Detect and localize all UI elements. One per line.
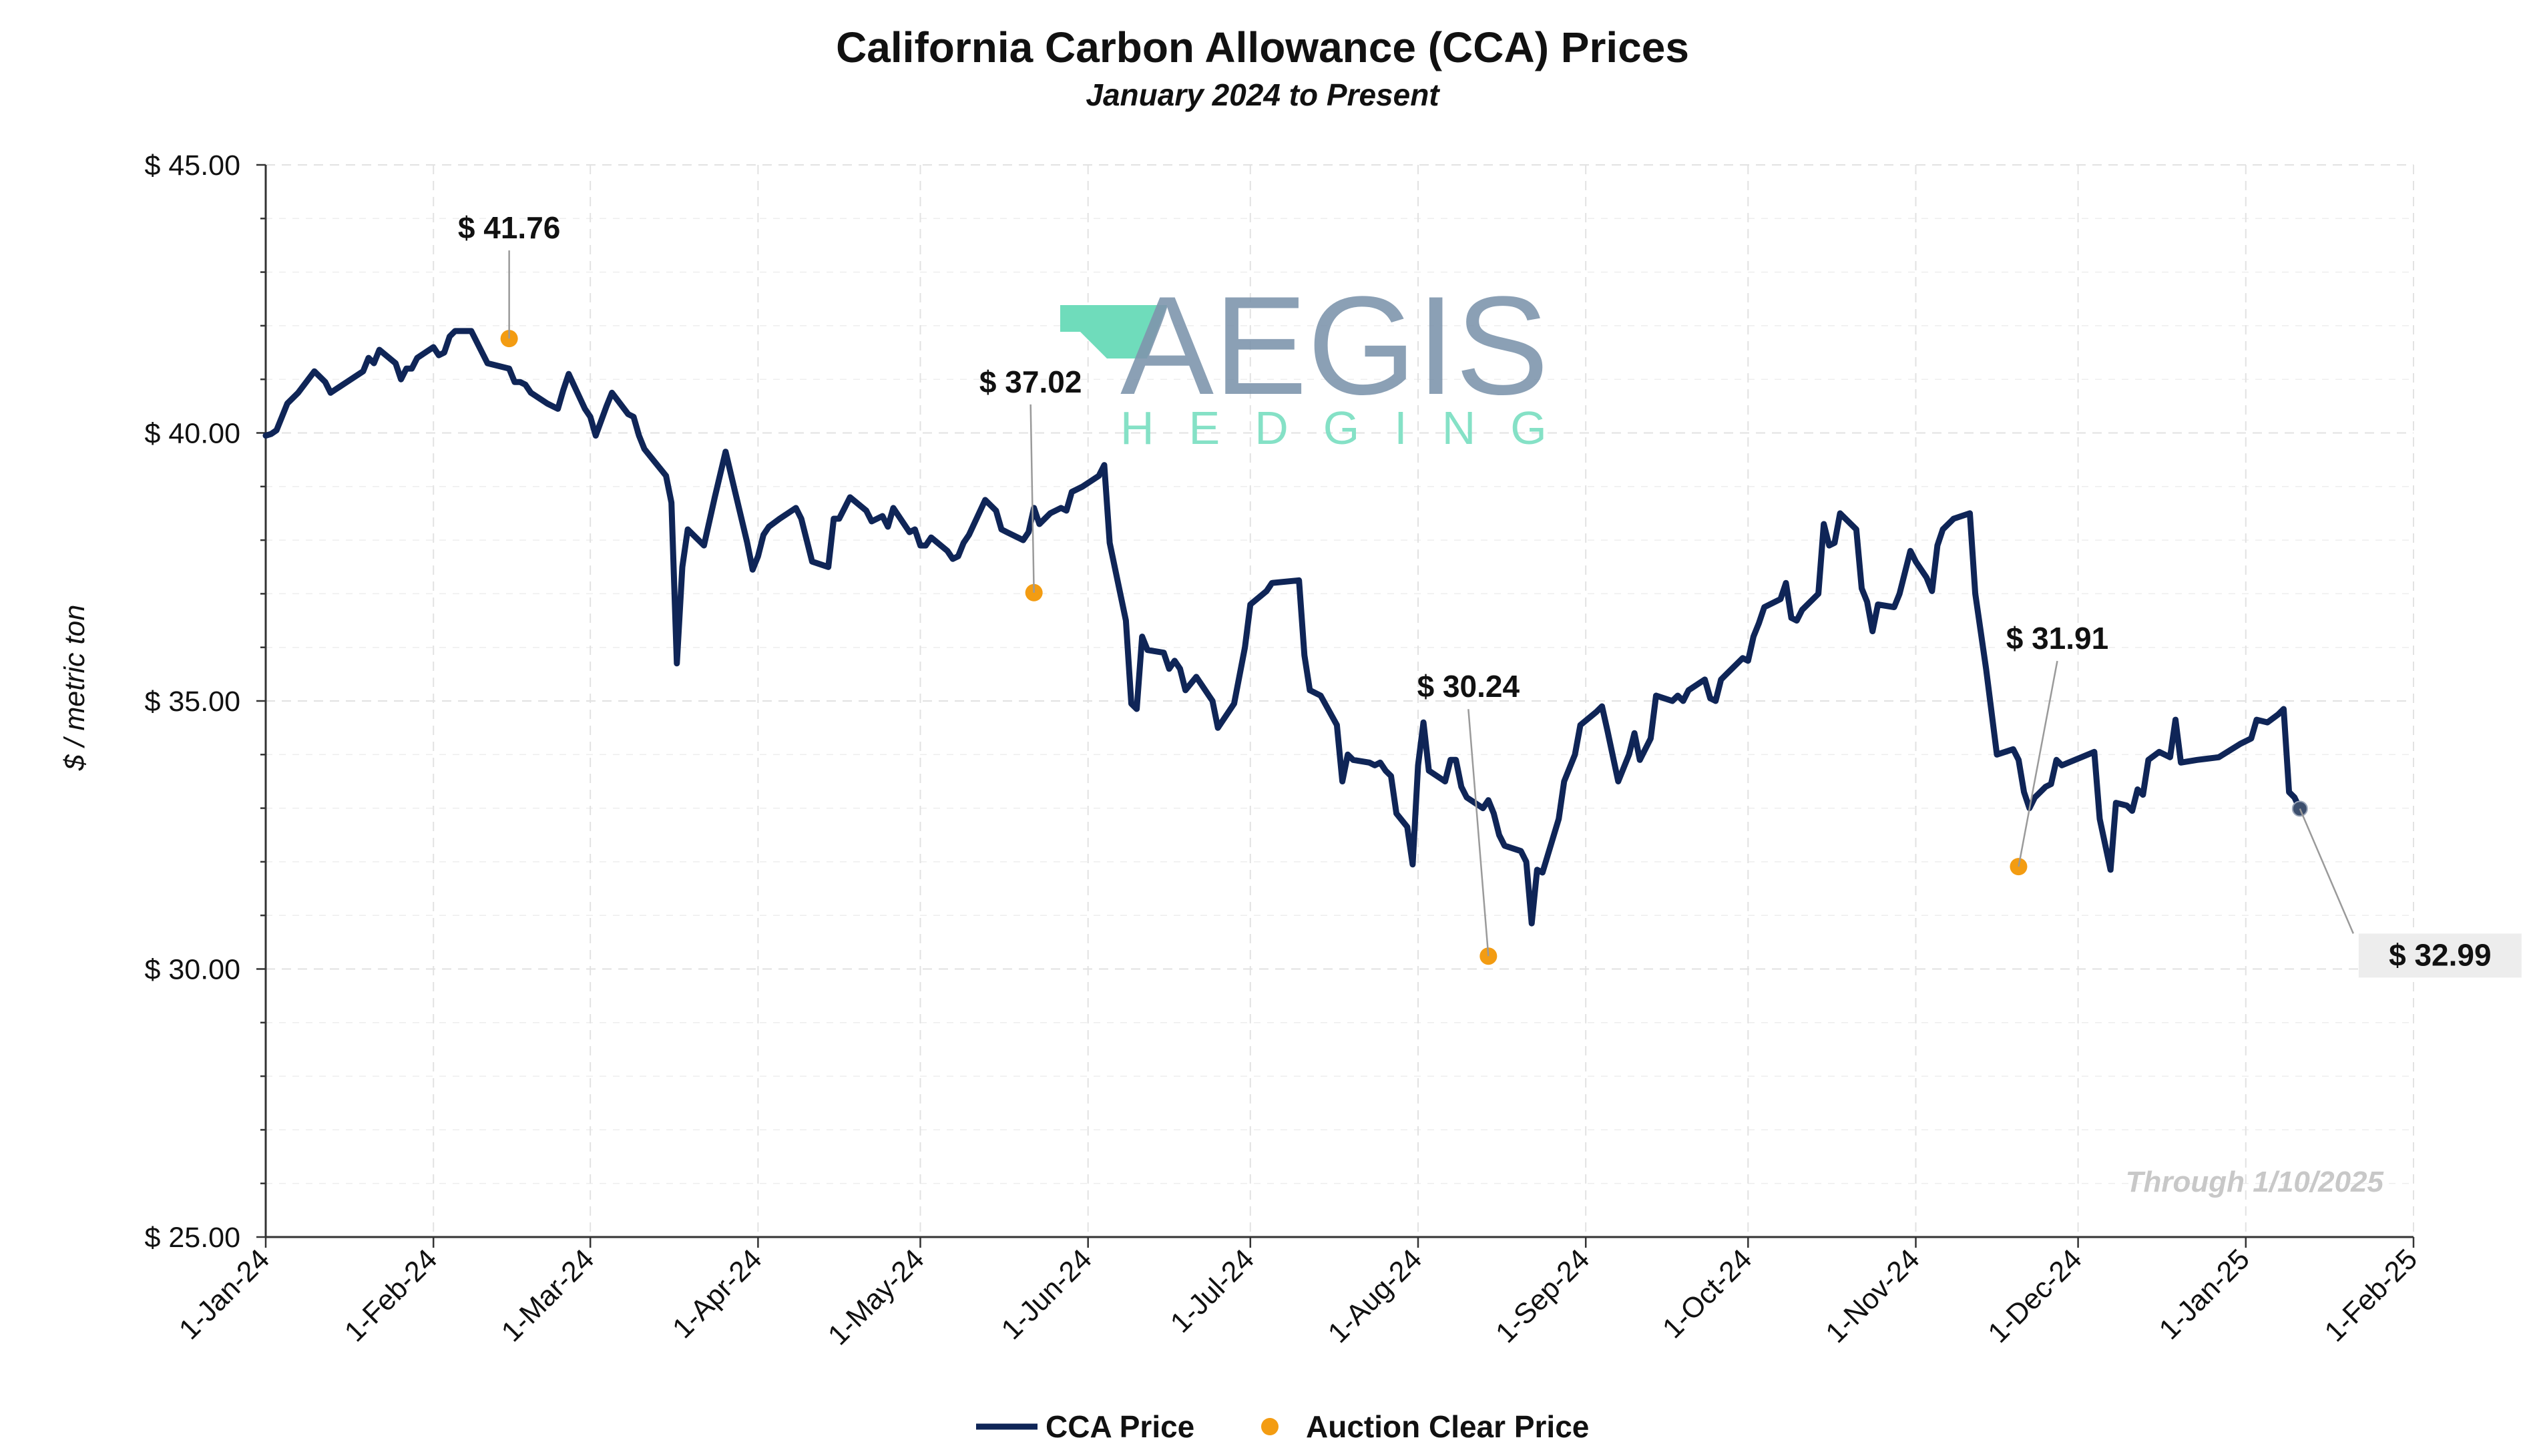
y-tick-label: $ 40.00 — [145, 418, 240, 450]
y-tick-label: $ 30.00 — [145, 954, 240, 986]
chart-title: California Carbon Allowance (CCA) Prices — [836, 23, 1689, 71]
aegis-hedging-logo: AEGIS HEDGING — [1060, 267, 1582, 454]
annotation-label-box — [2358, 933, 2522, 978]
data-through-note: Through 1/10/2025 — [2126, 1166, 2384, 1198]
annotation-label: $ 31.91 — [2006, 621, 2108, 656]
annotation-leader — [2018, 660, 2058, 867]
annotation-label: $ 37.02 — [979, 365, 1082, 399]
annotation-label: $ 41.76 — [458, 210, 560, 245]
y-axis-label: $ / metric ton — [59, 605, 91, 772]
legend-auction-clear-label: Auction Clear Price — [1306, 1409, 1589, 1444]
gridlines — [266, 164, 2414, 1237]
cca-price-line — [262, 328, 2303, 927]
legend-cca-price-label: CCA Price — [1046, 1409, 1194, 1444]
chart-subtitle: January 2024 to Present — [1086, 77, 1440, 112]
annotation-leader — [1467, 709, 1489, 957]
aegis-logo-mark — [1060, 305, 1167, 358]
annotation-leader — [1029, 404, 1035, 593]
annotations: $ 41.76 $ 37.02 $ 30.24 $ 31.91 $ 32.99 — [458, 210, 2522, 978]
annotation-leader — [2299, 808, 2354, 934]
legend: CCA Price Auction Clear Price — [976, 1409, 1589, 1444]
y-tick-label: $ 45.00 — [145, 150, 240, 182]
annotation-label: $ 32.99 — [2389, 937, 2491, 972]
logo-main-text: AEGIS — [1120, 267, 1549, 424]
annotation-label: $ 30.24 — [1417, 669, 1520, 704]
y-tick-label: $ 25.00 — [145, 1222, 240, 1254]
y-tick-label: $ 35.00 — [145, 686, 240, 718]
legend-auction-clear-swatch — [1261, 1418, 1279, 1435]
logo-sub-text: HEDGING — [1120, 402, 1582, 454]
